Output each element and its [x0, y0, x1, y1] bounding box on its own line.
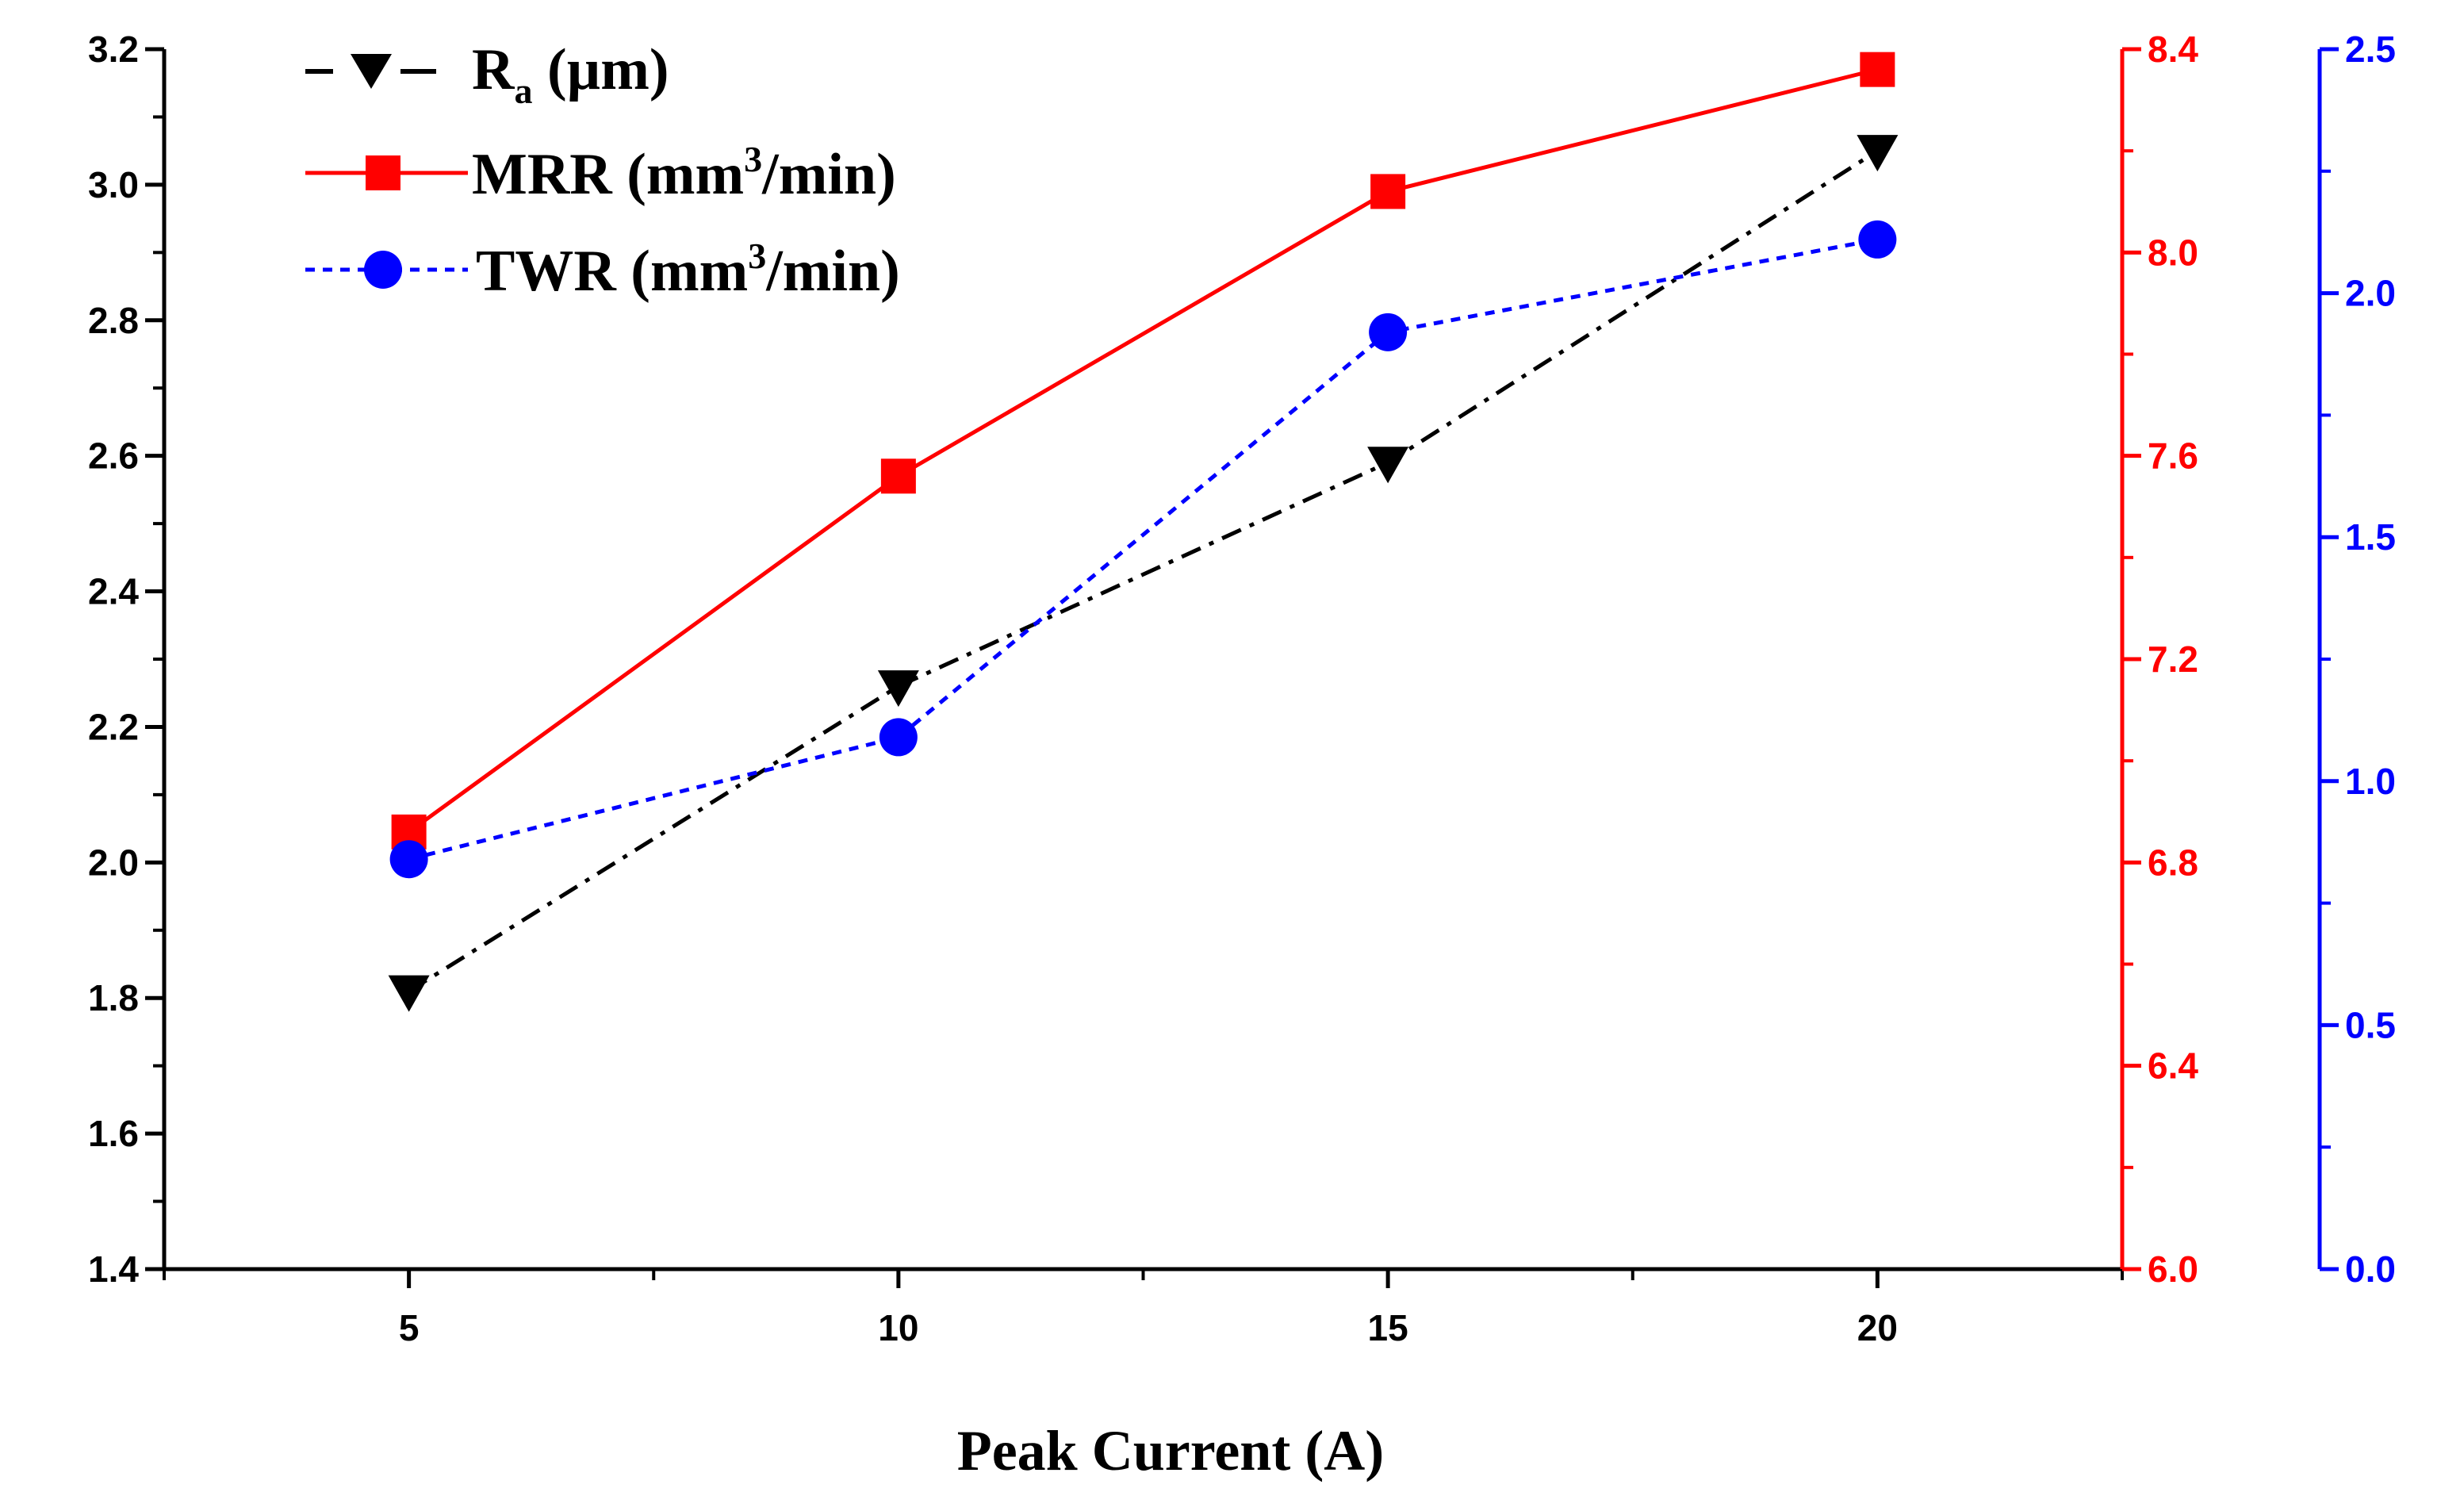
series-line-1: [408, 67, 1878, 834]
right-axis-blue-tick-label: 1.5: [2345, 516, 2396, 558]
data-point-1-1: [880, 458, 916, 494]
legend-twr-marker: [364, 251, 402, 289]
left-axis-tick-label: 2.8: [88, 300, 139, 341]
legend: Ra (µm) MRR (mm3/min) TWR (mm3/min): [305, 37, 900, 304]
left-axis-tick-label: 1.6: [88, 1113, 139, 1154]
right-axis-blue-tick-label: 1.0: [2345, 761, 2396, 802]
left-axis-tick-label: 1.4: [88, 1248, 139, 1290]
legend-ra-marker: [351, 54, 392, 89]
series-layer: [388, 52, 1899, 1012]
legend-mrr-sup: 3: [744, 139, 762, 179]
x-tick-label: 15: [1368, 1307, 1408, 1348]
x-tick-label: 5: [399, 1307, 420, 1348]
left-axis-tick-label: 3.2: [88, 29, 139, 70]
data-point-2-2: [1369, 313, 1408, 351]
legend-twr-label: TWR (mm3/min): [476, 236, 900, 304]
right-axis-red-tick-label: 6.4: [2148, 1045, 2198, 1087]
legend-mrr-main: MRR (mm: [472, 142, 744, 207]
data-point-2-0: [389, 840, 428, 879]
left-axis-tick-label: 2.0: [88, 842, 139, 883]
legend-ra-main: R: [472, 37, 515, 102]
right-axis-red-tick-label: 6.8: [2148, 842, 2198, 883]
right-axis-red-tick-label: 8.4: [2148, 29, 2198, 70]
legend-mrr-marker: [366, 155, 400, 190]
data-point-1-2: [1370, 174, 1406, 209]
left-axis-tick-label: 2.4: [88, 571, 139, 612]
left-axis-tick-label: 2.6: [88, 435, 139, 477]
right-axis-red-tick-label: 6.0: [2148, 1248, 2198, 1290]
x-axis-title: Peak Current (A): [957, 1419, 1385, 1482]
legend-ra-sub: a: [514, 71, 532, 111]
legend-mrr-unit: /min): [761, 142, 896, 207]
legend-mrr-label: MRR (mm3/min): [472, 139, 896, 207]
data-point-2-1: [879, 718, 918, 757]
data-point-0-0: [388, 975, 430, 1012]
right-axis-red-tick-label: 7.2: [2148, 639, 2198, 680]
series-line-2: [408, 237, 1878, 861]
right-axis-blue-tick-label: 2.5: [2345, 29, 2396, 70]
axes-layer: 5 10 15 20 1.4 1.6 1.8 2.0 2.2 2.4 2.6 2.8 3.0 3.2 6.0…: [88, 29, 2396, 1348]
data-point-0-1: [877, 670, 919, 708]
right-axis-blue-tick-label: 0.5: [2345, 1004, 2396, 1045]
legend-twr-unit: /min): [765, 239, 900, 304]
data-point-2-3: [1858, 220, 1897, 259]
legend-ra-label: Ra (µm): [472, 37, 669, 111]
legend-twr-sup: 3: [748, 236, 766, 276]
x-tick-label: 20: [1857, 1307, 1898, 1348]
right-axis-red-tick-label: 7.6: [2148, 435, 2198, 477]
legend-ra-unit: (µm): [532, 37, 669, 102]
data-point-0-2: [1367, 447, 1409, 484]
right-axis-blue-tick-label: 2.0: [2345, 273, 2396, 314]
right-axis-red-tick-label: 8.0: [2148, 232, 2198, 273]
left-axis-tick-label: 3.0: [88, 164, 139, 205]
left-axis-tick-label: 1.8: [88, 977, 139, 1018]
left-axis-tick-label: 2.2: [88, 706, 139, 747]
series-line-0: [408, 149, 1879, 993]
data-point-1-3: [1860, 52, 1895, 87]
data-point-0-3: [1857, 135, 1899, 172]
legend-twr-main: TWR (mm: [476, 239, 748, 304]
right-axis-blue-tick-label: 0.0: [2345, 1248, 2396, 1290]
x-tick-label: 10: [878, 1307, 918, 1348]
